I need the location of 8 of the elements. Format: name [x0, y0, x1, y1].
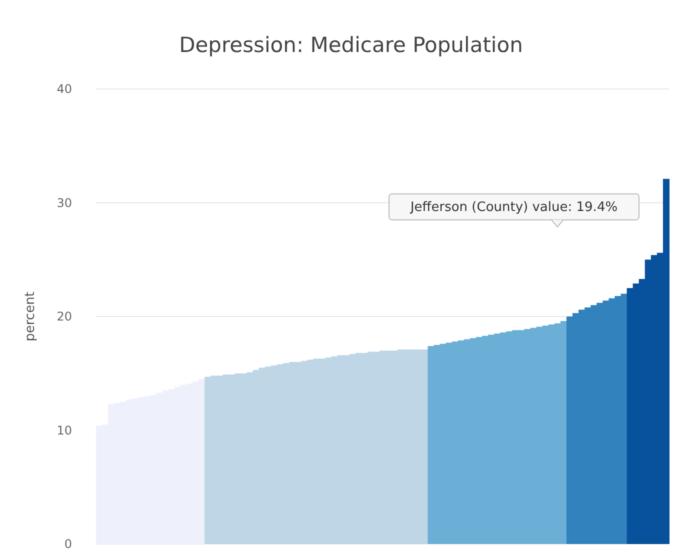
y-tick-label: 20	[56, 310, 72, 324]
y-tick-label: 0	[64, 537, 72, 549]
y-tick-label: 40	[56, 82, 72, 96]
y-axis-title: percent	[23, 292, 38, 342]
y-tick-label: 10	[56, 423, 72, 438]
chart-title: Depression: Medicare Population	[179, 33, 523, 57]
annotation: Jefferson (County) value: 19.4%	[409, 200, 618, 215]
y-tick-label: 30	[56, 196, 72, 210]
